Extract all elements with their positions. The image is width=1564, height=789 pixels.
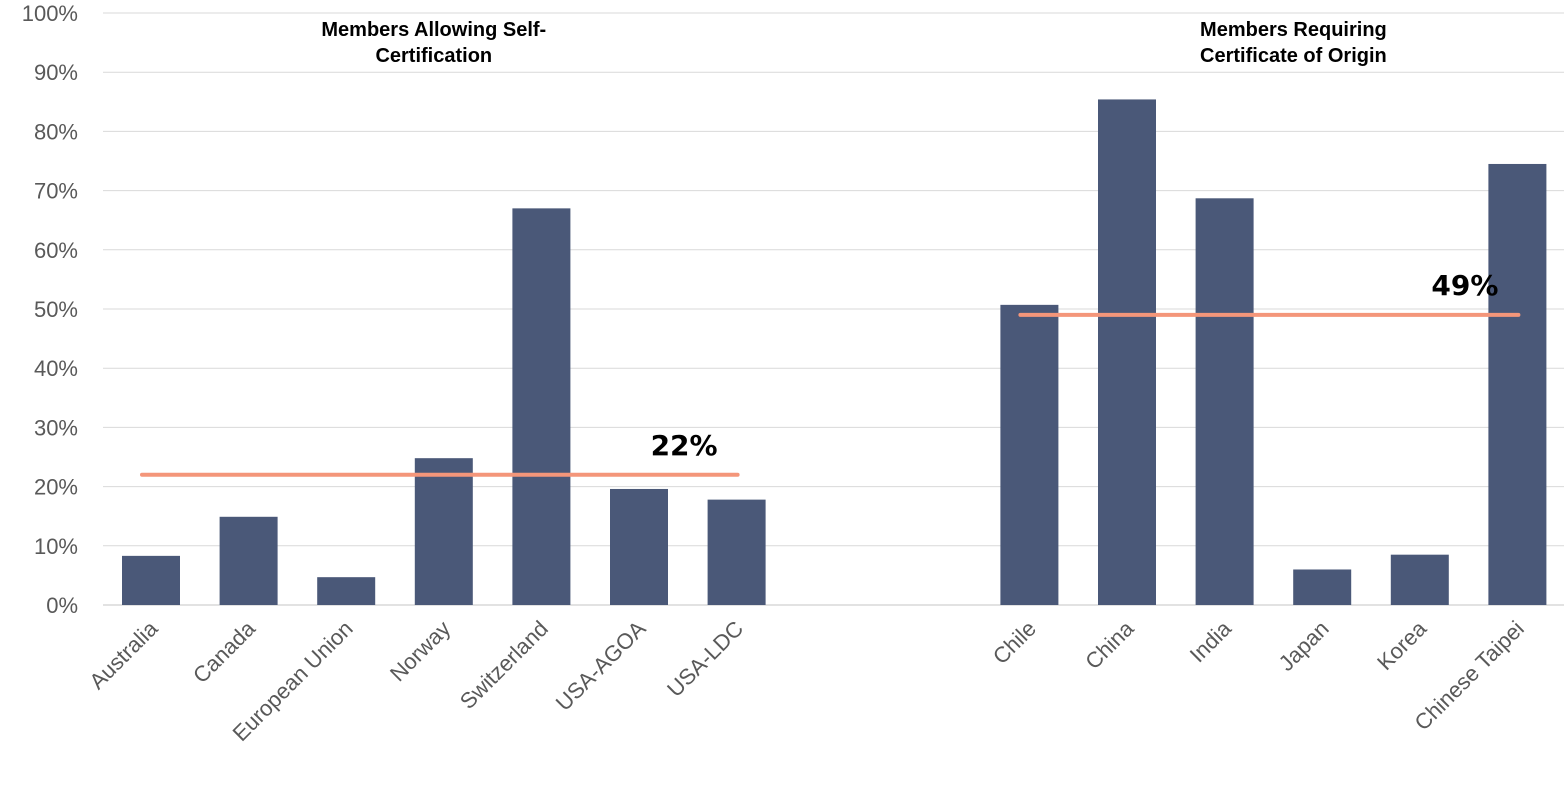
y-tick-label: 20%: [34, 475, 78, 500]
y-tick-label: 30%: [34, 415, 78, 440]
bar: [707, 499, 766, 605]
bar: [610, 488, 668, 605]
average-lines: 22% 49%: [140, 269, 1521, 477]
y-tick-label: 90%: [34, 60, 78, 85]
x-tick-label: Switzerland: [455, 616, 553, 714]
bar: [317, 577, 376, 605]
x-tick-label: Australia: [84, 615, 163, 694]
x-tick-label: Norway: [385, 616, 455, 686]
bar: [1390, 554, 1449, 605]
group-title: Members Allowing Self-: [321, 19, 546, 41]
y-tick-label: 0%: [46, 593, 78, 618]
group-title: Certificate of Origin: [1200, 45, 1387, 67]
y-tick-label: 70%: [34, 179, 78, 204]
x-tick-label: Japan: [1274, 616, 1334, 676]
y-tick-label: 80%: [34, 119, 78, 144]
bar: [1488, 163, 1547, 605]
bar: [219, 516, 278, 605]
group-title: Members Requiring: [1200, 19, 1387, 41]
bar: [1098, 99, 1156, 605]
average-label: 22%: [651, 429, 718, 462]
y-tick-label: 60%: [34, 238, 78, 263]
x-tick-label: USA-AGOA: [551, 616, 651, 716]
x-tick-label: Chile: [988, 616, 1041, 669]
y-tick-label: 100%: [22, 1, 78, 26]
group-title: Certification: [375, 45, 492, 67]
x-tick-label: USA-LDC: [662, 616, 748, 702]
bar: [414, 458, 473, 605]
y-tick-label: 10%: [34, 534, 78, 559]
gridlines: [103, 12, 1564, 606]
bars: [122, 99, 1547, 606]
bar: [512, 208, 571, 606]
x-tick-label: India: [1185, 615, 1237, 667]
bar: [1293, 569, 1352, 605]
average-label: 49%: [1431, 269, 1498, 302]
x-tick-label: Canada: [188, 615, 261, 688]
x-tick-label: China: [1080, 615, 1139, 674]
y-tick-label: 40%: [34, 356, 78, 381]
group-titles: Members Allowing Self- Certification Membe…: [321, 19, 1386, 67]
bar: [1000, 304, 1059, 605]
bar: [122, 555, 180, 605]
y-axis-ticks: 0% 10% 20% 30% 40% 50% 60% 70% 80% 90% 100%: [22, 1, 78, 618]
bar: [1195, 198, 1254, 605]
x-tick-label: Korea: [1372, 615, 1432, 675]
y-tick-label: 50%: [34, 297, 78, 322]
